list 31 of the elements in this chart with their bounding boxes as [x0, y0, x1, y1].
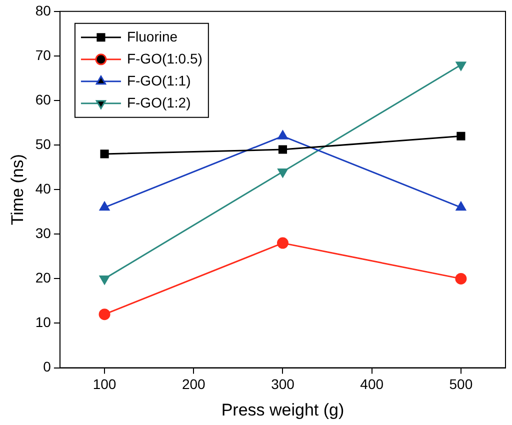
x-tick-label: 300: [271, 376, 295, 392]
x-tick-label: 500: [449, 376, 473, 392]
x-tick-label: 100: [92, 376, 116, 392]
x-axis-title: Press weight (g): [221, 400, 344, 420]
point: [99, 202, 110, 211]
legend-label: F-GO(1:0.5): [126, 50, 202, 66]
x-tick-label: 400: [360, 376, 384, 392]
x-tick-label: 200: [182, 376, 206, 392]
y-tick-label: 10: [35, 314, 52, 330]
point: [99, 275, 110, 284]
y-axis-title: Time (ns): [8, 154, 27, 226]
y-tick-label: 70: [35, 46, 52, 63]
point: [455, 272, 467, 284]
y-tick-label: 20: [35, 270, 52, 286]
y-tick-label: 50: [35, 136, 52, 152]
y-tick-label: 40: [35, 180, 52, 196]
legend-label: F-GO(1:1): [126, 72, 191, 88]
y-tick-label: 80: [35, 2, 52, 18]
point: [278, 130, 288, 140]
y-tick-label: 30: [35, 225, 52, 242]
point: [100, 150, 109, 158]
legend-label: Fluorine: [126, 28, 178, 44]
point: [98, 308, 110, 320]
point: [456, 132, 466, 140]
point: [456, 62, 466, 71]
point: [278, 145, 288, 154]
point: [276, 237, 288, 249]
point: [456, 202, 466, 211]
y-tick-label: 60: [35, 91, 52, 108]
y-tick-label: 0: [43, 358, 52, 375]
legend-label: F-GO(1:2): [126, 94, 191, 110]
